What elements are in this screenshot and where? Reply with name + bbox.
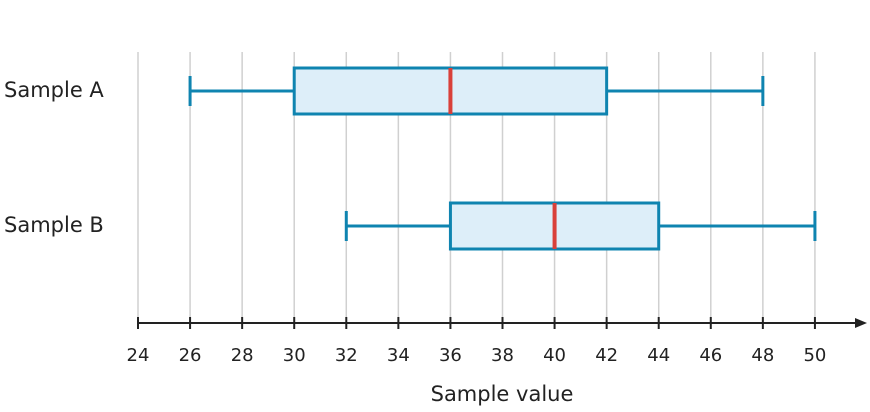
- x-tick-label: 24: [127, 345, 150, 366]
- x-tick-label: 42: [595, 345, 618, 366]
- x-tick-label: 34: [387, 345, 410, 366]
- x-tick-label: 50: [803, 345, 826, 366]
- x-tick-label: 48: [751, 345, 774, 366]
- x-tick-label: 30: [283, 345, 306, 366]
- x-tick-label: 38: [491, 345, 514, 366]
- x-tick-label: 32: [335, 345, 358, 366]
- x-tick-label: 44: [647, 345, 670, 366]
- x-tick-label: 36: [439, 345, 462, 366]
- x-tick-label: 40: [543, 345, 566, 366]
- x-tick-label: 28: [231, 345, 254, 366]
- x-axis-arrow: [855, 318, 867, 328]
- y-tick-label: Sample A: [4, 78, 104, 102]
- x-tick-label: 26: [179, 345, 202, 366]
- x-axis-label: Sample value: [431, 382, 574, 406]
- y-tick-label: Sample B: [4, 213, 104, 237]
- x-tick-label: 46: [699, 345, 722, 366]
